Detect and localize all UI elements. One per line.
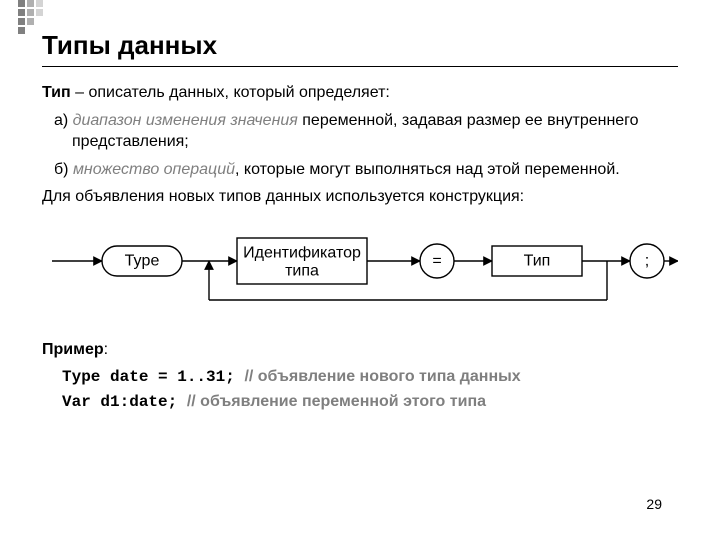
b-italic: множество операций <box>73 161 235 178</box>
code-1: Type date = 1..31; <box>62 368 244 386</box>
a-pre: а) <box>54 112 73 129</box>
page-number: 29 <box>646 496 662 512</box>
b-pre: б) <box>54 161 73 178</box>
comment-1: // объявление нового типа данных <box>244 368 520 385</box>
svg-text:Тип: Тип <box>524 252 551 269</box>
code-2: Var d1:date; <box>62 393 187 411</box>
corner-ornament <box>18 0 45 36</box>
body-content: Тип – описатель данных, который определя… <box>42 82 678 415</box>
example-heading: Пример: <box>42 339 678 361</box>
definition-line: Тип – описатель данных, который определя… <box>42 82 678 104</box>
def-rest: – описатель данных, который определяет: <box>71 84 390 101</box>
title-underline <box>42 66 678 67</box>
example-block: Пример: Type date = 1..31; // объявление… <box>42 339 678 414</box>
comment-2: // объявление переменной этого типа <box>187 393 486 410</box>
svg-text:=: = <box>432 252 441 269</box>
svg-text:типа: типа <box>285 262 319 279</box>
def-bold: Тип <box>42 84 71 101</box>
example-line-2: Var d1:date; // объявление переменной эт… <box>42 391 678 414</box>
a-italic: диапазон изменения значения <box>73 112 298 129</box>
svg-text:;: ; <box>645 252 649 269</box>
page-title: Типы данных <box>42 30 217 61</box>
item-a: а) диапазон изменения значения переменно… <box>42 110 678 153</box>
example-line-1: Type date = 1..31; // объявление нового … <box>42 366 678 389</box>
item-b: б) множество операций, которые могут вып… <box>42 159 678 181</box>
svg-text:Идентификатор: Идентификатор <box>243 244 361 261</box>
b-rest: , которые могут выполняться над этой пер… <box>235 161 620 178</box>
syntax-diagram-svg: Type Идентификатортипа = Тип; <box>42 228 678 308</box>
declaration-line: Для объявления новых типов данных исполь… <box>42 186 678 208</box>
svg-text:Type: Type <box>125 252 160 269</box>
syntax-diagram: Type Идентификатортипа = Тип; <box>42 228 678 315</box>
